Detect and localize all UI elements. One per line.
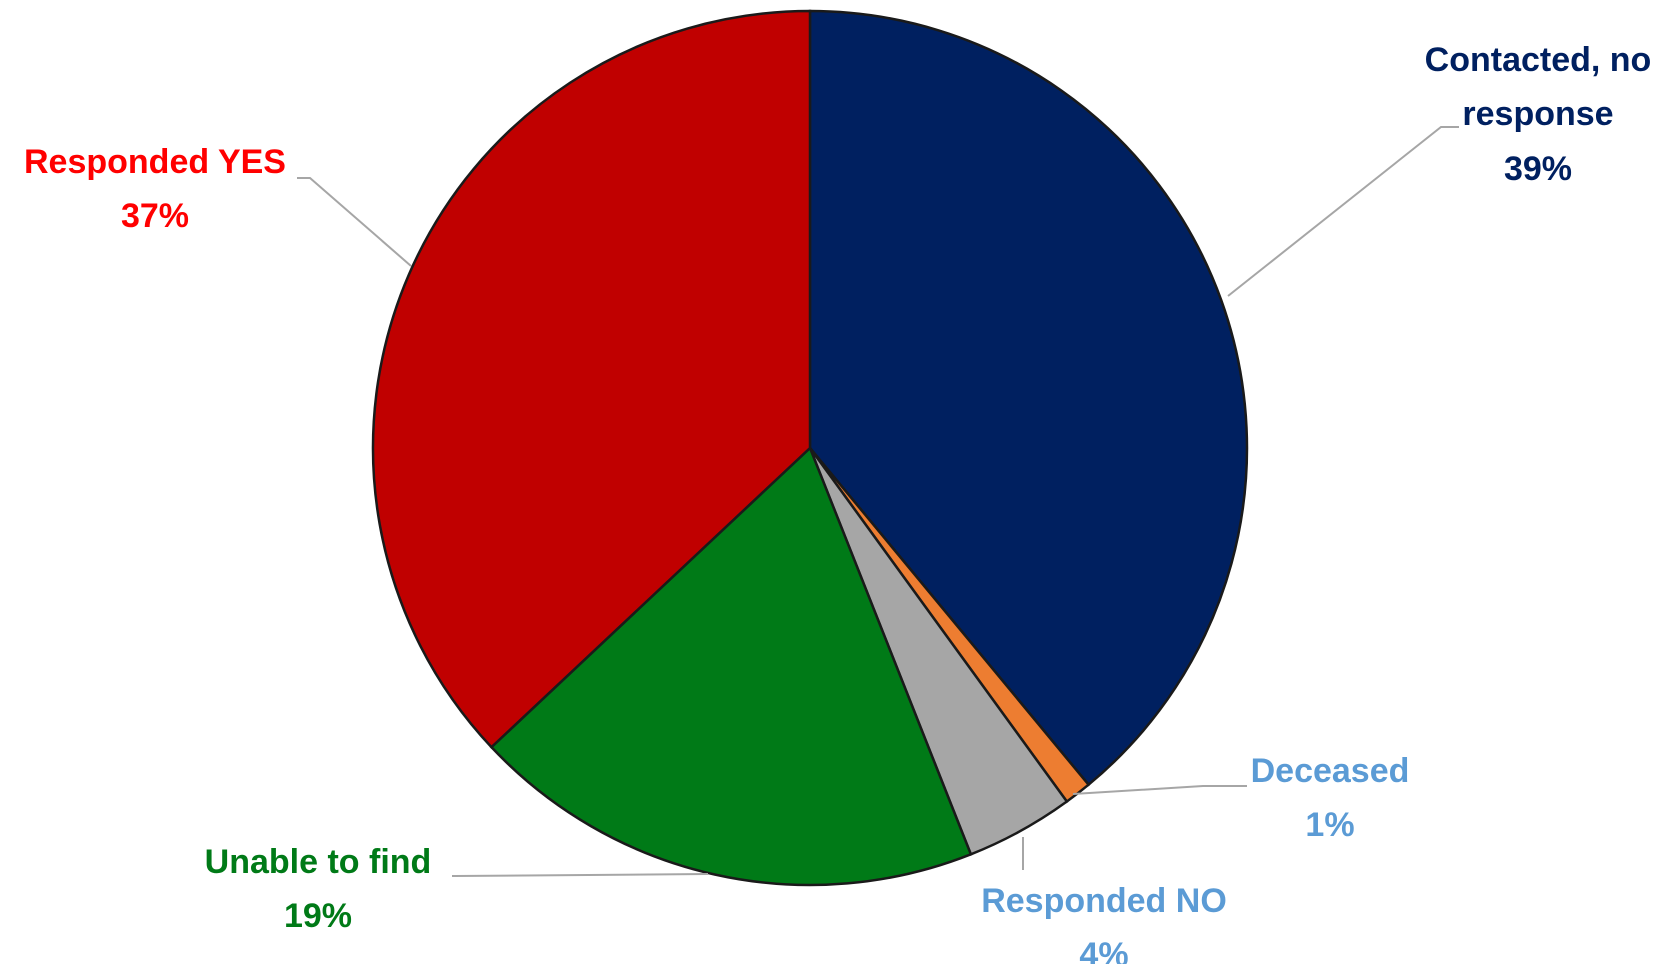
pie-slices — [371, 9, 1249, 887]
value-label-unable-to-find: 19% — [284, 897, 352, 935]
category-label-responded-yes: Responded YES — [24, 143, 286, 181]
slice-unable-to-find — [489, 445, 973, 887]
leader-line-unable-to-find — [452, 873, 709, 877]
category-label-unable-to-find: Unable to find — [205, 843, 432, 881]
category-label-contacted-no-response: response — [1462, 95, 1613, 133]
leader-lines — [297, 126, 1459, 877]
value-label-deceased: 1% — [1305, 806, 1354, 844]
value-label-responded-no: 4% — [1079, 936, 1128, 964]
leader-line-deceased — [1072, 785, 1247, 795]
category-label-contacted-no-response: Contacted, no — [1425, 41, 1652, 79]
leader-line-contacted-no-response — [1227, 126, 1459, 297]
slice-contacted-no-response — [808, 9, 1249, 787]
data-labels: Contacted, no response 39% Deceased 1% Respon… — [24, 41, 1651, 964]
slice-responded-yes — [371, 9, 812, 749]
leader-line-responded-yes — [297, 177, 412, 267]
value-label-contacted-no-response: 39% — [1504, 150, 1572, 188]
category-label-deceased: Deceased — [1251, 752, 1410, 790]
value-label-responded-yes: 37% — [121, 197, 189, 235]
category-label-responded-no: Responded NO — [981, 882, 1227, 920]
